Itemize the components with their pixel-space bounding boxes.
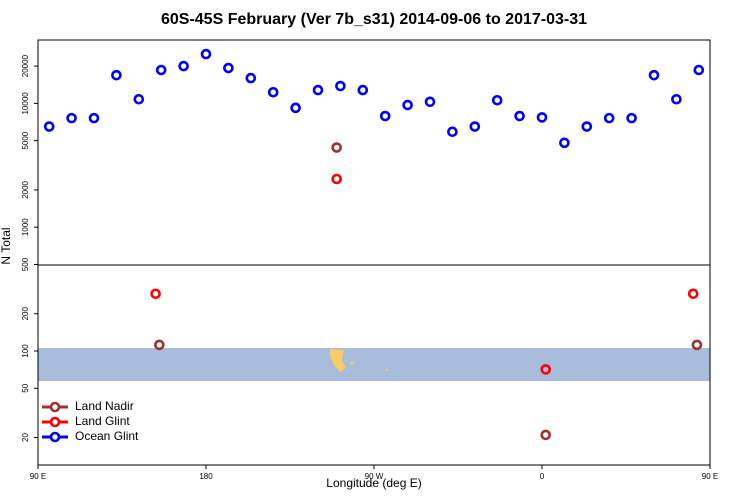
x-tick-label: 0: [540, 472, 545, 481]
point: [88, 112, 100, 124]
point: [693, 64, 705, 76]
point: [671, 93, 682, 105]
point: [133, 93, 145, 105]
point: [603, 112, 615, 124]
y-axis-label: N Total: [0, 227, 13, 264]
x-axis-label: Longitude (deg E): [326, 476, 421, 490]
point: [66, 112, 77, 124]
y-tick-label: 1000: [21, 218, 30, 236]
legend-label: Land Nadir: [75, 399, 134, 413]
point: [469, 121, 481, 132]
y-tick-label: 5000: [21, 131, 30, 149]
point: [331, 173, 342, 185]
y-tick-label: 200: [21, 307, 30, 321]
map-strip: [38, 348, 710, 381]
x-tick-label: 180: [199, 472, 213, 481]
point: [290, 102, 301, 114]
point: [536, 112, 548, 123]
point: [43, 121, 55, 132]
y-tick-label: 10000: [21, 92, 30, 115]
point: [626, 112, 637, 124]
legend-marker: [49, 431, 61, 443]
point: [687, 288, 699, 300]
legend-marker: [49, 401, 61, 413]
chart-title: 60S-45S February (Ver 7b_s31) 2014-09-06…: [161, 11, 587, 28]
point: [424, 96, 436, 108]
point: [331, 142, 342, 153]
y-tick-label: 2000: [21, 180, 30, 198]
point: [312, 84, 324, 96]
point: [402, 99, 413, 111]
point: [267, 86, 279, 98]
point: [245, 72, 257, 84]
y-tick-label: 50: [21, 383, 30, 392]
point: [111, 69, 122, 81]
legend-label: Land Glint: [75, 414, 130, 428]
point: [223, 62, 234, 74]
x-tick-label: 90 W: [365, 472, 384, 481]
point: [540, 364, 552, 375]
point: [200, 48, 212, 60]
legend-marker: [49, 416, 61, 428]
point: [559, 137, 570, 149]
y-tick-label: 500: [21, 257, 30, 271]
map-land: [350, 362, 354, 364]
point: [155, 64, 167, 76]
map-land: [330, 349, 346, 372]
point: [540, 429, 552, 441]
x-tick-label: 90 E: [702, 472, 718, 481]
point: [514, 110, 525, 122]
point: [150, 288, 161, 300]
point: [154, 339, 165, 351]
legend-label: Ocean Glint: [75, 429, 139, 443]
y-tick-label: 20000: [21, 54, 30, 77]
point: [691, 339, 703, 351]
point: [178, 60, 189, 72]
point: [447, 126, 458, 138]
map-land: [386, 369, 388, 371]
map-ocean: [38, 348, 710, 381]
y-tick-label: 100: [21, 344, 30, 358]
point: [379, 110, 391, 122]
point: [357, 84, 369, 96]
point: [648, 69, 660, 81]
point: [335, 80, 346, 92]
y-tick-label: 20: [21, 433, 30, 442]
x-tick-label: 90 E: [30, 472, 46, 481]
point: [581, 121, 593, 132]
point: [491, 94, 503, 106]
